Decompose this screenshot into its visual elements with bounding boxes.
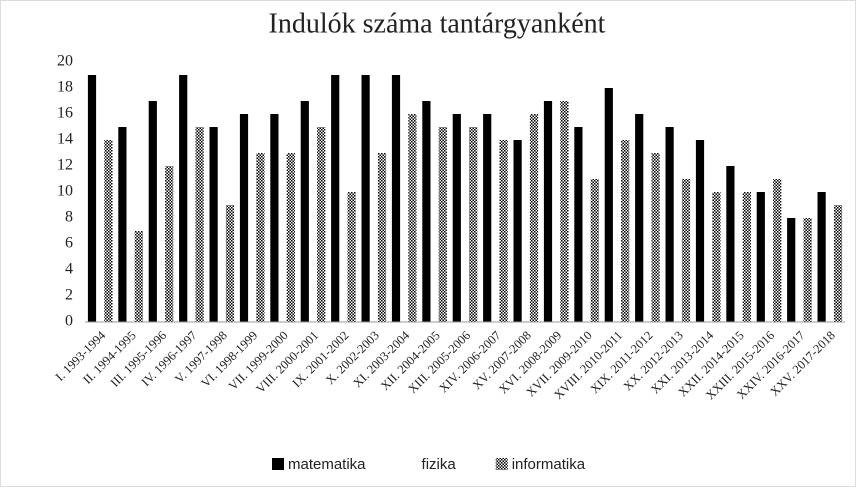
bar (452, 114, 461, 322)
bar (239, 114, 249, 322)
bar (543, 101, 553, 322)
bar (742, 192, 751, 322)
bar (256, 153, 265, 322)
bar (148, 101, 157, 322)
bar (361, 75, 370, 322)
bar (726, 166, 735, 322)
bar (286, 153, 295, 322)
bar (529, 114, 539, 322)
bar (499, 140, 508, 322)
bar (817, 192, 826, 322)
bar (87, 75, 97, 322)
bar (665, 127, 674, 322)
bar (590, 179, 599, 322)
bar (787, 218, 796, 322)
bar (179, 75, 188, 322)
bar (469, 127, 478, 322)
legend-label: fizika (422, 456, 457, 473)
bar (604, 88, 613, 322)
bar (438, 127, 447, 322)
bar (651, 153, 660, 322)
bar (833, 205, 843, 322)
y-tick-label: 12 (57, 157, 73, 174)
bar (165, 166, 174, 322)
bar (422, 101, 431, 322)
bar (483, 114, 492, 322)
y-tick-label: 4 (65, 261, 73, 278)
legend-swatch (495, 458, 508, 470)
bar (803, 218, 812, 322)
y-tick-label: 6 (65, 235, 73, 252)
bar (118, 127, 127, 322)
bar (712, 192, 721, 322)
bar (209, 127, 218, 322)
bar (347, 192, 356, 322)
legend-swatch (272, 458, 284, 470)
bar (317, 127, 326, 322)
bar (574, 127, 583, 322)
bar (621, 140, 630, 322)
y-tick-label: 10 (57, 183, 73, 200)
bar (195, 127, 204, 322)
y-tick-label: 18 (57, 79, 73, 96)
bar (104, 140, 113, 322)
y-tick-label: 8 (65, 209, 73, 226)
bar (270, 114, 279, 322)
bar (560, 101, 569, 322)
bar (635, 114, 644, 322)
bar (134, 231, 143, 322)
bar (513, 140, 522, 322)
y-tick-label: 14 (57, 131, 73, 148)
bar (695, 140, 705, 322)
bar (300, 101, 309, 322)
bar (331, 75, 340, 322)
y-tick-label: 2 (65, 287, 73, 304)
y-tick-label: 20 (57, 53, 73, 70)
bar (225, 205, 235, 322)
legend-swatch (405, 458, 418, 470)
y-tick-label: 16 (57, 105, 73, 122)
bar (681, 179, 691, 322)
bar (377, 153, 387, 322)
bar (756, 192, 765, 322)
chart-title: Indulók száma tantárgyanként (269, 8, 606, 39)
y-tick-label: 0 (65, 313, 73, 330)
bar (391, 75, 401, 322)
legend-label: informatika (512, 456, 586, 473)
legend-label: matematika (288, 456, 366, 473)
bar (408, 114, 417, 322)
bar (773, 179, 782, 322)
